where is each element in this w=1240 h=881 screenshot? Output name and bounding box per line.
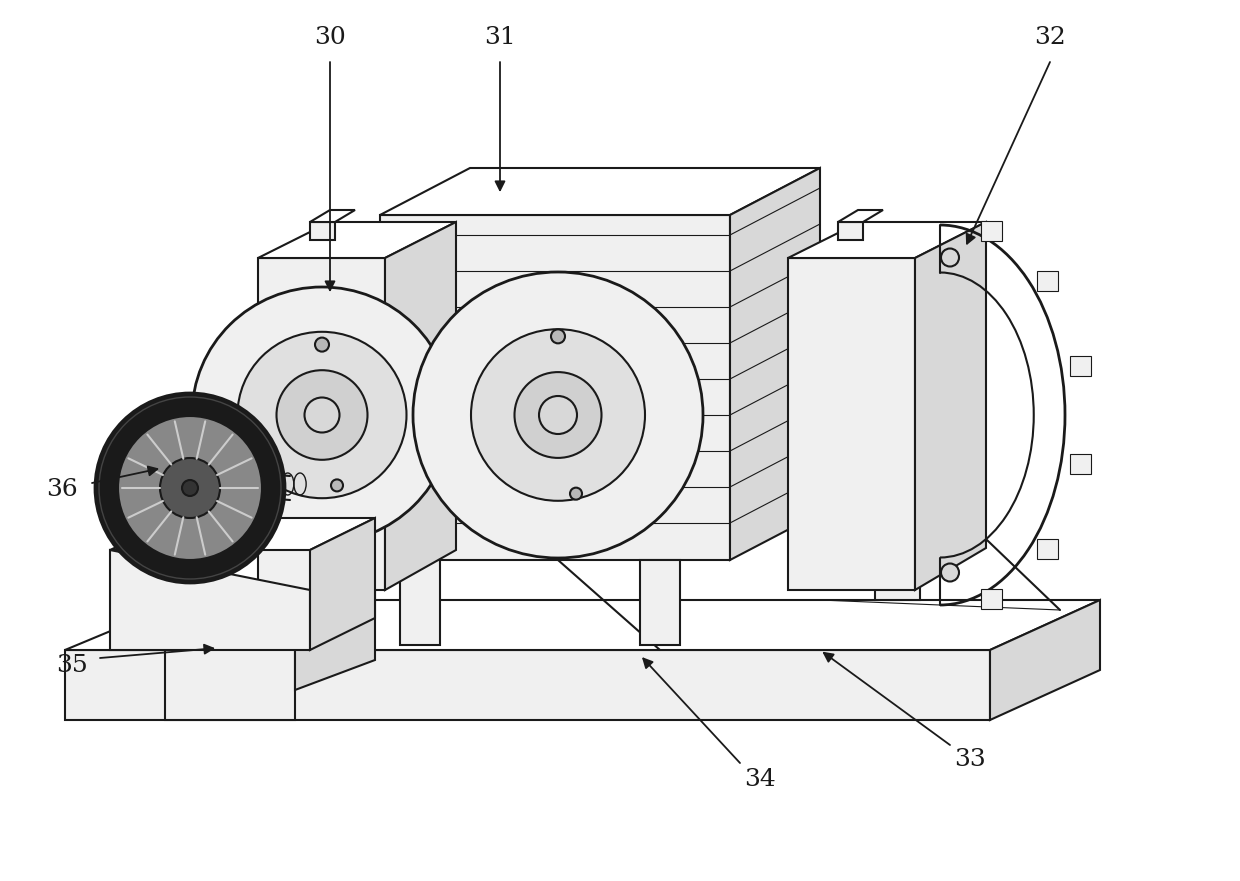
Ellipse shape <box>413 272 703 558</box>
Polygon shape <box>165 590 374 620</box>
Ellipse shape <box>160 458 219 518</box>
Ellipse shape <box>570 488 582 500</box>
Polygon shape <box>838 210 883 222</box>
Ellipse shape <box>941 564 959 581</box>
Polygon shape <box>110 550 310 650</box>
Polygon shape <box>787 258 915 590</box>
Ellipse shape <box>182 480 198 496</box>
Polygon shape <box>1038 539 1059 559</box>
Polygon shape <box>990 600 1100 720</box>
Polygon shape <box>981 221 1002 241</box>
Polygon shape <box>838 222 863 240</box>
Polygon shape <box>875 510 920 600</box>
Ellipse shape <box>515 372 601 458</box>
Ellipse shape <box>238 332 407 498</box>
Text: 34: 34 <box>744 768 776 791</box>
Polygon shape <box>730 168 820 560</box>
Ellipse shape <box>95 393 285 583</box>
Ellipse shape <box>192 287 453 543</box>
Text: 31: 31 <box>484 26 516 49</box>
Polygon shape <box>310 518 374 650</box>
Ellipse shape <box>331 479 343 492</box>
Text: 35: 35 <box>56 654 88 677</box>
Polygon shape <box>1038 270 1059 291</box>
Ellipse shape <box>277 370 367 460</box>
Polygon shape <box>379 215 730 560</box>
Polygon shape <box>64 600 1100 650</box>
Polygon shape <box>1070 356 1091 376</box>
Polygon shape <box>981 589 1002 609</box>
Polygon shape <box>165 620 295 720</box>
Polygon shape <box>915 222 986 590</box>
Ellipse shape <box>315 337 329 352</box>
Text: 36: 36 <box>46 478 78 501</box>
Polygon shape <box>401 560 440 645</box>
Polygon shape <box>310 210 355 222</box>
Polygon shape <box>258 258 384 590</box>
Ellipse shape <box>941 248 959 266</box>
Polygon shape <box>295 590 374 690</box>
Text: 30: 30 <box>314 26 346 49</box>
Text: 33: 33 <box>954 749 986 772</box>
Ellipse shape <box>539 396 577 434</box>
Polygon shape <box>110 518 374 550</box>
Polygon shape <box>285 310 358 545</box>
Polygon shape <box>379 168 820 215</box>
Polygon shape <box>1070 455 1091 474</box>
Polygon shape <box>258 222 456 258</box>
Polygon shape <box>64 650 990 720</box>
Ellipse shape <box>471 329 645 500</box>
Ellipse shape <box>118 416 262 560</box>
Polygon shape <box>787 222 986 258</box>
Polygon shape <box>384 222 456 590</box>
Ellipse shape <box>551 329 565 344</box>
Text: 32: 32 <box>1034 26 1066 49</box>
Polygon shape <box>640 560 680 645</box>
Ellipse shape <box>305 397 340 433</box>
Polygon shape <box>310 222 335 240</box>
